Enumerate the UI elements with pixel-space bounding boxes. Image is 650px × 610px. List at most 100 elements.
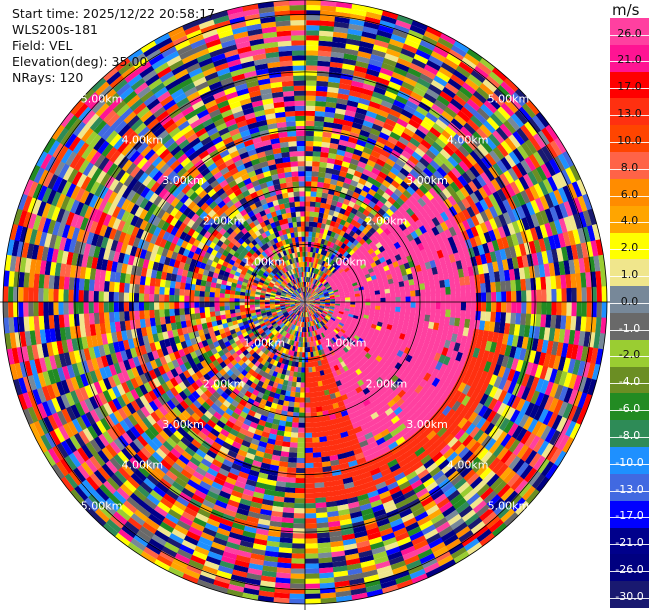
velocity-cell [515,232,525,246]
velocity-cell [468,134,482,148]
velocity-cell [329,61,344,69]
velocity-cell [500,404,512,419]
velocity-cell [319,161,328,168]
velocity-cell [319,441,328,448]
velocity-cell [358,326,365,332]
velocity-cell [434,361,443,372]
velocity-cell [382,432,393,442]
velocity-cell [514,110,529,126]
velocity-cell [183,432,195,443]
velocity-cell [496,332,504,345]
velocity-cell [404,396,414,406]
velocity-cell [444,538,462,552]
velocity-cell [318,40,334,47]
velocity-cell [416,326,424,334]
velocity-cell [335,334,341,340]
velocity-cell [328,326,334,333]
velocity-cell [331,46,347,54]
velocity-cell [567,183,578,201]
velocity-cell [355,299,361,303]
velocity-cell [287,328,292,334]
velocity-cell [461,57,478,71]
velocity-cell [434,280,441,289]
velocity-cell [555,416,568,434]
velocity-cell [459,485,474,499]
velocity-cell [329,142,340,150]
velocity-cell [444,279,451,288]
velocity-cell [315,90,329,97]
velocity-cell [314,299,321,301]
velocity-cell [345,344,352,351]
velocity-cell [314,502,327,509]
velocity-cell [482,184,493,198]
velocity-cell [142,477,157,490]
velocity-cell [305,302,308,307]
velocity-cell [328,319,334,325]
velocity-cell [350,126,362,135]
velocity-cell [284,421,293,428]
velocity-cell [503,269,511,282]
velocity-cell [531,252,539,267]
velocity-cell [300,311,303,317]
velocity-cell [435,294,441,303]
velocity-cell [330,550,346,558]
velocity-cell [309,298,315,301]
velocity-cell [251,543,267,551]
velocity-cell [354,248,362,256]
velocity-cell [349,332,356,338]
velocity-cell [211,536,228,547]
velocity-cell [315,350,320,357]
velocity-cell [359,343,367,350]
velocity-cell [556,302,562,317]
velocity-cell [470,69,487,84]
velocity-cell [400,444,412,455]
velocity-cell [449,517,465,531]
velocity-cell [313,306,319,310]
velocity-cell [328,147,339,155]
velocity-cell [511,220,521,235]
velocity-cell [340,328,346,334]
velocity-cell [284,326,289,332]
velocity-cell [308,295,313,299]
velocity-cell [311,442,321,448]
velocity-cell [417,124,430,136]
velocity-cell [398,231,407,240]
velocity-cell [295,457,305,464]
velocity-cell [281,324,286,330]
velocity-cell [499,487,515,503]
velocity-cell [227,531,243,541]
velocity-cell [279,532,293,539]
velocity-cell [247,562,264,571]
velocity-cell [343,359,350,366]
velocity-cell [203,471,216,482]
velocity-cell [408,336,416,344]
velocity-cell [274,344,280,350]
velocity-cell [461,219,471,232]
velocity-cell [276,333,282,339]
velocity-cell [413,359,422,368]
velocity-cell [380,271,387,278]
velocity-cell [450,333,458,344]
velocity-cell [449,546,467,560]
velocity-cell [272,592,290,599]
velocity-cell [407,273,414,281]
velocity-cell [240,493,253,502]
velocity-cell [299,306,303,311]
velocity-cell [558,261,566,277]
velocity-cell [436,166,448,178]
velocity-cell [330,423,339,431]
velocity-cell [406,526,422,537]
velocity-cell [320,320,326,326]
velocity-cell [279,451,290,458]
velocity-cell [425,533,441,545]
velocity-cell [160,545,178,558]
velocity-cell [449,317,456,327]
velocity-cell [515,398,526,413]
velocity-cell [465,542,483,556]
velocity-cell [318,276,323,282]
velocity-cell [329,259,335,266]
velocity-cell [424,261,432,270]
velocity-cell [303,307,305,313]
velocity-cell [321,260,326,267]
velocity-cell [419,157,431,168]
